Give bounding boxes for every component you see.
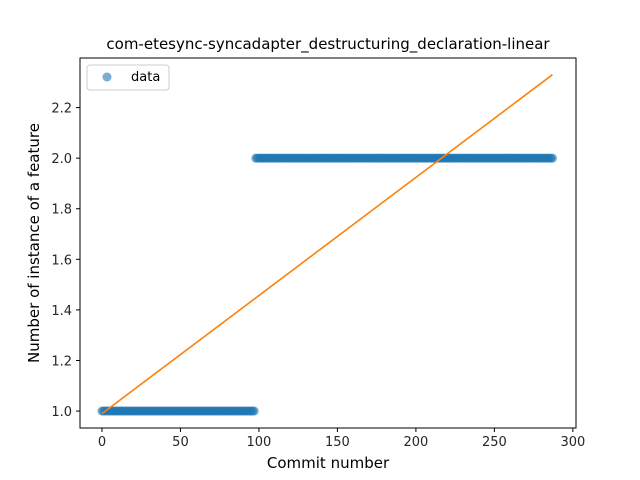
- y-tick-label: 1.6: [51, 253, 72, 268]
- scatter-point: [547, 153, 557, 163]
- x-tick-label: 100: [247, 435, 272, 450]
- x-tick-label: 200: [403, 435, 428, 450]
- x-tick-label: 300: [560, 435, 585, 450]
- y-tick-label: 1.0: [51, 405, 72, 420]
- y-tick-label: 2.0: [51, 152, 72, 167]
- fit-line: [101, 74, 553, 415]
- x-axis-label: Commit number: [267, 454, 390, 472]
- legend-box: [86, 64, 170, 91]
- legend-marker-data: [102, 72, 112, 82]
- x-axis: 0 50 100 150 200 250 300: [98, 428, 585, 450]
- x-tick-label: 0: [98, 435, 106, 450]
- plot-area: [97, 74, 557, 416]
- y-tick-label: 1.4: [51, 304, 72, 319]
- legend: data: [86, 64, 170, 91]
- y-tick-label: 1.2: [51, 354, 72, 369]
- x-tick-label: 50: [172, 435, 189, 450]
- y-axis-label: Number of instance of a feature: [25, 123, 43, 363]
- legend-label-data: data: [131, 70, 160, 85]
- y-axis: 1.0 1.2 1.4 1.6 1.8 2.0 2.2: [51, 102, 80, 420]
- y-tick-label: 2.2: [51, 102, 72, 117]
- x-tick-label: 250: [482, 435, 507, 450]
- axes-frame: [79, 57, 577, 429]
- chart-title: com-etesync-syncadapter_destructuring_de…: [106, 35, 550, 54]
- y-tick-label: 1.8: [51, 203, 72, 218]
- scatter-point: [249, 406, 259, 416]
- x-tick-label: 150: [325, 435, 350, 450]
